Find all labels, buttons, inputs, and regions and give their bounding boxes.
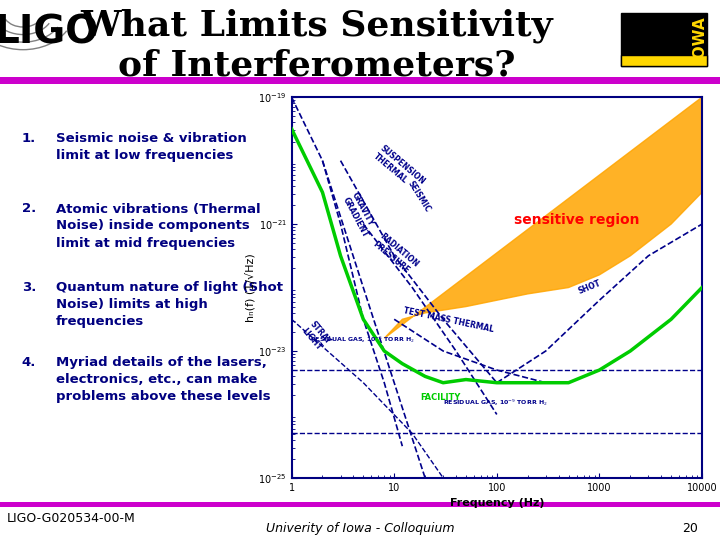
Text: STRAY
LIGHT: STRAY LIGHT [300,320,332,353]
Text: LIGO-G020534-00-M: LIGO-G020534-00-M [7,512,136,525]
Text: SUSPENSION
THERMAL: SUSPENSION THERMAL [372,144,427,194]
Text: 1.: 1. [22,132,36,145]
Text: FACILITY: FACILITY [420,394,461,402]
Text: RESIDUAL GAS, 10$^{-9}$ TORR H$_2$: RESIDUAL GAS, 10$^{-9}$ TORR H$_2$ [443,398,548,408]
Text: RESIDUAL GAS, 10$^{-6}$ TORR H$_2$: RESIDUAL GAS, 10$^{-6}$ TORR H$_2$ [310,334,415,345]
Y-axis label: hₙ(f) (1/√Hz): hₙ(f) (1/√Hz) [245,253,256,322]
FancyBboxPatch shape [621,13,707,66]
Text: SEISMIC: SEISMIC [406,179,432,213]
X-axis label: Frequency (Hz): Frequency (Hz) [449,498,544,508]
Text: RADIATION
PRESSURE: RADIATION PRESSURE [372,232,420,277]
Text: Quantum nature of light (Shot
Noise) limits at high
frequencies: Quantum nature of light (Shot Noise) lim… [56,281,283,328]
Text: GRAVITY
GRADIENT: GRAVITY GRADIENT [341,191,379,239]
Text: Seismic noise & vibration
limit at low frequencies: Seismic noise & vibration limit at low f… [56,132,247,163]
Text: 3.: 3. [22,281,36,294]
Text: sensitive region: sensitive region [514,213,639,227]
Text: Atomic vibrations (Thermal
Noise) inside components
limit at mid frequencies: Atomic vibrations (Thermal Noise) inside… [56,202,261,249]
Text: Univerity of Iowa - Colloquium: Univerity of Iowa - Colloquium [266,522,454,535]
Text: SHOT: SHOT [577,279,602,296]
FancyBboxPatch shape [621,55,707,66]
Text: Myriad details of the lasers,
electronics, etc., can make
problems above these l: Myriad details of the lasers, electronic… [56,356,271,403]
Text: TEST MASS THERMAL: TEST MASS THERMAL [402,306,495,334]
Text: LIGO: LIGO [0,14,99,51]
Text: What Limits Sensitivity
of Interferometers?: What Limits Sensitivity of Interferomete… [81,9,553,83]
Text: 4.: 4. [22,356,36,369]
Text: 2.: 2. [22,202,36,215]
Text: IOWA: IOWA [692,16,707,62]
Polygon shape [384,97,702,339]
Text: 20: 20 [683,522,698,535]
